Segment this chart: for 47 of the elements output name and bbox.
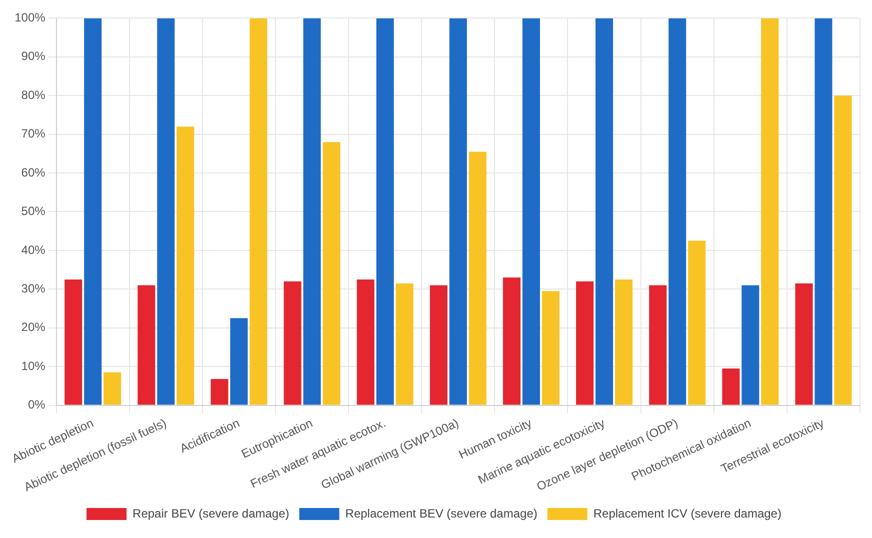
bar: [596, 18, 614, 405]
bar: [576, 281, 594, 405]
bar: [742, 285, 760, 405]
y-tick-label: 10%: [21, 358, 46, 373]
y-tick-label: 70%: [21, 126, 46, 141]
bar: [614, 279, 633, 405]
bar: [668, 18, 686, 405]
bar: [284, 281, 302, 405]
y-tick-label: 20%: [21, 320, 46, 334]
bar: [157, 18, 175, 405]
bar: [761, 18, 779, 405]
bar: [210, 378, 228, 405]
bar: [542, 291, 560, 405]
bar: [502, 278, 520, 405]
bar: [522, 18, 540, 405]
bar: [722, 368, 740, 405]
bar: [176, 126, 194, 405]
bar: [396, 283, 414, 405]
bar: [250, 18, 268, 405]
bar: [64, 279, 82, 405]
bar: [649, 285, 667, 405]
bar: [376, 18, 394, 405]
bar: [303, 18, 321, 405]
bar: [104, 372, 122, 405]
bar: [795, 283, 813, 405]
bar: [688, 240, 706, 405]
bar: [430, 285, 448, 405]
bar: [84, 18, 102, 405]
bar: [468, 152, 486, 405]
y-tick-label: 90%: [21, 49, 46, 64]
y-tick-label: 100%: [14, 10, 46, 25]
legend-label: Replacement ICV (severe damage): [593, 506, 782, 520]
y-tick-label: 80%: [21, 88, 46, 102]
bar: [138, 285, 156, 405]
bar: [230, 318, 248, 405]
y-tick-label: 50%: [21, 204, 46, 218]
bar: [814, 18, 832, 405]
bar: [834, 96, 852, 405]
bar: [356, 279, 374, 405]
legend-label: Repair BEV (severe damage): [132, 506, 290, 520]
legend-label: Replacement BEV (severe damage): [345, 506, 538, 520]
y-tick-label: 60%: [21, 165, 46, 180]
bar: [322, 142, 340, 405]
bar: [449, 18, 467, 405]
y-tick-label: 30%: [21, 281, 46, 296]
y-tick-label: 0%: [28, 398, 46, 412]
y-tick-label: 40%: [21, 242, 46, 257]
